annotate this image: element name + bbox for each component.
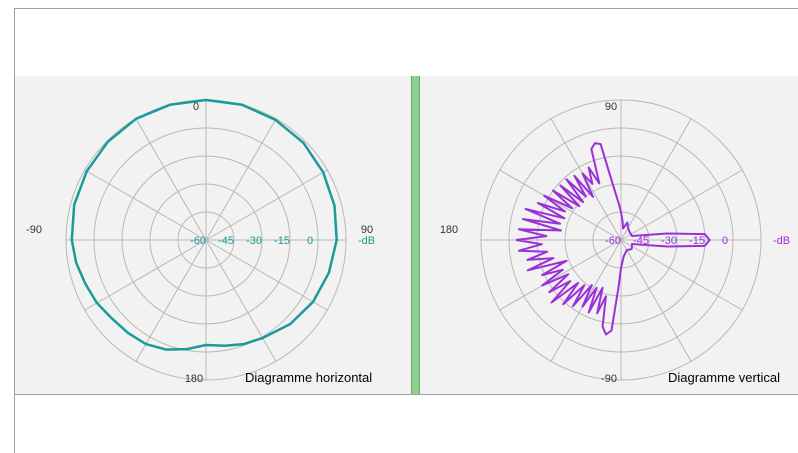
grid-spoke (84, 239, 207, 311)
vertical-diagram-panel: -60 -45 -30 -15 0 -dB 90 -90 180 Diagramme vertic… (420, 76, 798, 394)
grid-spoke (620, 169, 743, 241)
radial-tick-label: -60 (190, 235, 206, 247)
horizontal-polar-chart: -60 -45 -30 -15 0 -dB 0 180 -90 90 Diagramme horiz… (26, 98, 375, 385)
radial-tick-label: -15 (689, 235, 705, 247)
radial-tick-label: 0 (307, 235, 313, 247)
grid-spoke (205, 169, 328, 241)
horizontal-diagram-panel: -60 -45 -30 -15 0 -dB 0 180 -90 90 Diagramme horiz… (14, 76, 412, 394)
bottom-area (14, 394, 798, 453)
grid-spoke (205, 118, 277, 241)
chart-title: Diagramme vertical (668, 370, 780, 385)
data-series-line (515, 142, 711, 336)
grid-spoke (135, 239, 207, 362)
grid-spoke (620, 239, 743, 311)
grid-spoke (499, 239, 622, 311)
radial-tick-label: -30 (661, 235, 677, 247)
radial-tick-label: -45 (633, 235, 649, 247)
radial-tick-label: -30 (246, 235, 262, 247)
grid-spoke (620, 118, 692, 241)
angle-label-left: 180 (440, 224, 458, 236)
top-toolbar-area (14, 8, 798, 77)
grid-spoke (84, 169, 207, 241)
radial-tick-label: -60 (605, 235, 621, 247)
angle-label-left: -90 (26, 224, 42, 236)
vertical-polar-chart: -60 -45 -30 -15 0 -dB 90 -90 180 Diagramme vertic… (440, 99, 790, 385)
grid-spoke (205, 239, 277, 362)
angle-label-top: 90 (605, 101, 617, 113)
radial-tick-label: -15 (274, 235, 290, 247)
radial-unit-label: -dB (358, 235, 375, 247)
radial-unit-label: -dB (773, 235, 790, 247)
angle-label-top: 0 (193, 101, 199, 113)
radial-tick-label: 0 (722, 235, 728, 247)
data-series-line (70, 98, 338, 351)
angle-label-bottom: 180 (185, 373, 203, 385)
grid-spoke (499, 169, 622, 241)
grid-spoke (205, 239, 328, 311)
radial-tick-label: -45 (218, 235, 234, 247)
chart-title: Diagramme horizontal (245, 370, 372, 385)
grid-spoke (135, 118, 207, 241)
grid-spoke (620, 239, 692, 362)
angle-label-right: 90 (361, 224, 373, 236)
panel-splitter[interactable] (411, 76, 420, 394)
angle-label-bottom: -90 (601, 373, 617, 385)
